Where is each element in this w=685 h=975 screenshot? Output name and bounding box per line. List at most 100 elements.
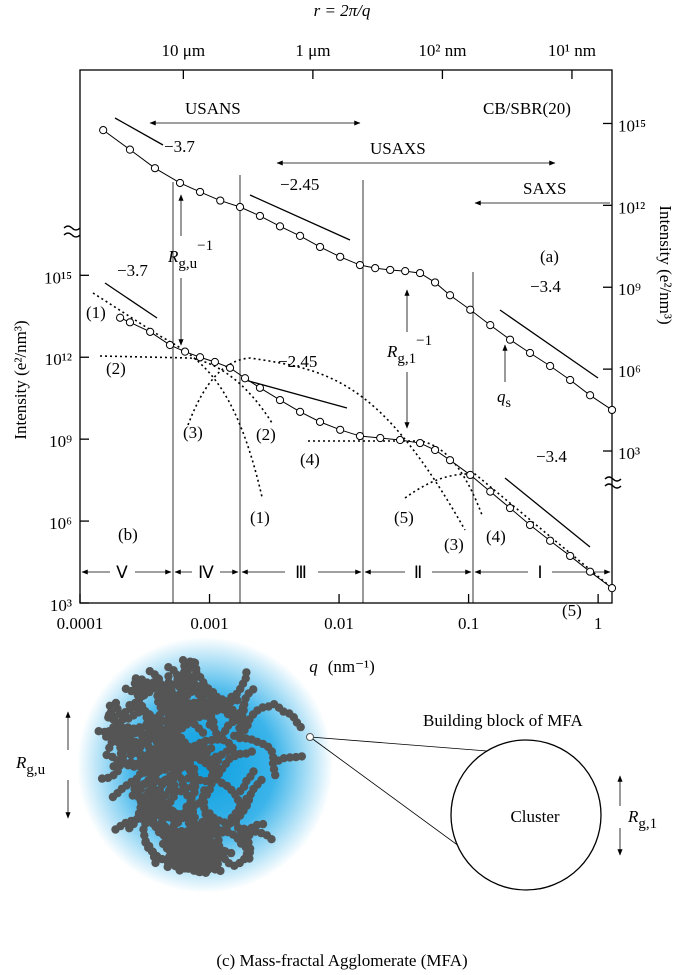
sample-label: CB/SBR(20) xyxy=(483,99,571,118)
particle xyxy=(151,769,161,779)
data-point xyxy=(430,278,440,287)
particle xyxy=(178,656,188,665)
x-tick-label: 0.01 xyxy=(324,614,354,633)
particle xyxy=(239,706,248,715)
particle xyxy=(111,698,121,708)
particle xyxy=(164,663,173,672)
component-label: (4) xyxy=(300,450,320,469)
particle xyxy=(147,722,156,731)
particle xyxy=(155,805,165,814)
particle xyxy=(108,792,118,802)
slope-label: −3.4 xyxy=(530,277,561,296)
particle xyxy=(244,838,253,847)
particle xyxy=(157,735,166,744)
data-point xyxy=(336,425,345,434)
data-point xyxy=(466,305,475,314)
particle xyxy=(213,847,222,857)
particle xyxy=(158,755,167,765)
data-point xyxy=(430,445,440,455)
symbol: R xyxy=(627,807,639,826)
particle xyxy=(226,743,235,752)
data-point xyxy=(371,264,380,273)
y2-axis-title: Intensity (e²/nm³) xyxy=(656,205,675,324)
range-label: USAXS xyxy=(370,139,426,158)
data-point xyxy=(396,435,405,445)
particle xyxy=(191,670,201,679)
particle xyxy=(241,734,250,743)
data-point xyxy=(210,357,219,367)
x-axis-symbol: q xyxy=(309,657,318,676)
particle xyxy=(242,668,251,677)
top-axis-title: r = 2π/q xyxy=(314,1,371,20)
component-label: (1) xyxy=(250,508,270,527)
x-tick-label: 0.1 xyxy=(458,614,479,633)
particle xyxy=(181,687,191,697)
data-point xyxy=(505,335,515,344)
rg-u-label: Rg,u−1 xyxy=(167,238,213,272)
x-axis-unit: (nm⁻¹) xyxy=(328,657,375,676)
range-label: USANS xyxy=(185,99,241,118)
y2-tick-label: 10⁶ xyxy=(618,362,641,381)
particle xyxy=(285,753,295,762)
series-line xyxy=(119,317,613,589)
x2-tick-label: 10¹ nm xyxy=(548,41,596,60)
region-label: Ⅰ xyxy=(537,563,542,582)
particle xyxy=(170,781,179,790)
y2-tick-label: 10¹² xyxy=(618,198,645,217)
particle xyxy=(153,691,162,700)
subscript: s xyxy=(506,396,511,411)
data-point xyxy=(195,353,205,362)
particle xyxy=(177,864,186,874)
component-curves xyxy=(92,292,613,589)
y-tick-label: 10¹² xyxy=(45,350,72,369)
data-point xyxy=(275,222,285,231)
y2-tick-label: 10⁹ xyxy=(618,280,641,299)
particle xyxy=(245,854,254,863)
subscript: g,1 xyxy=(397,351,416,367)
y2-tick-label: 10³ xyxy=(618,444,640,463)
data-point xyxy=(466,470,475,480)
particle xyxy=(198,741,208,751)
particle xyxy=(94,727,103,736)
data-point xyxy=(445,456,455,465)
particle xyxy=(190,764,199,773)
data-point xyxy=(180,347,190,356)
particle xyxy=(153,685,162,694)
particle xyxy=(190,698,199,707)
particle xyxy=(249,685,258,694)
particle xyxy=(142,736,152,745)
data-point xyxy=(150,164,160,173)
particle xyxy=(207,699,217,708)
particle xyxy=(151,858,160,868)
particle xyxy=(174,680,183,690)
particle xyxy=(267,835,276,844)
data-point xyxy=(195,187,205,197)
data-point xyxy=(401,267,410,276)
particle xyxy=(125,824,134,833)
particle xyxy=(128,778,138,788)
particle xyxy=(198,865,207,874)
slope-label: −2.45 xyxy=(278,352,317,371)
y-axis-title: Intensity (e²/nm³) xyxy=(11,320,30,439)
slope-label: −3.4 xyxy=(536,447,567,466)
particle xyxy=(249,767,258,776)
particle xyxy=(156,698,166,707)
caption: (c) Mass-fractal Agglomerate (MFA) xyxy=(216,951,467,970)
y-tick-label: 10⁶ xyxy=(49,514,72,533)
data-point xyxy=(295,407,305,416)
cluster-circle xyxy=(450,739,602,891)
rg-u-label: Rg,u xyxy=(15,753,46,778)
particle xyxy=(136,702,145,712)
symbol: R xyxy=(167,247,179,266)
x2-tick-label: 10 μm xyxy=(162,41,206,60)
particle xyxy=(105,743,114,752)
particle xyxy=(236,749,245,759)
slope-label: −3.7 xyxy=(117,261,148,280)
x-tick-label: 1 xyxy=(594,614,603,633)
component-label: (5) xyxy=(562,601,582,620)
slope-label: −3.7 xyxy=(164,137,195,156)
panel-label: (b) xyxy=(118,525,138,544)
particle xyxy=(219,697,229,707)
rg-1-label: Rg,1 xyxy=(627,807,657,832)
data-point xyxy=(275,395,285,405)
